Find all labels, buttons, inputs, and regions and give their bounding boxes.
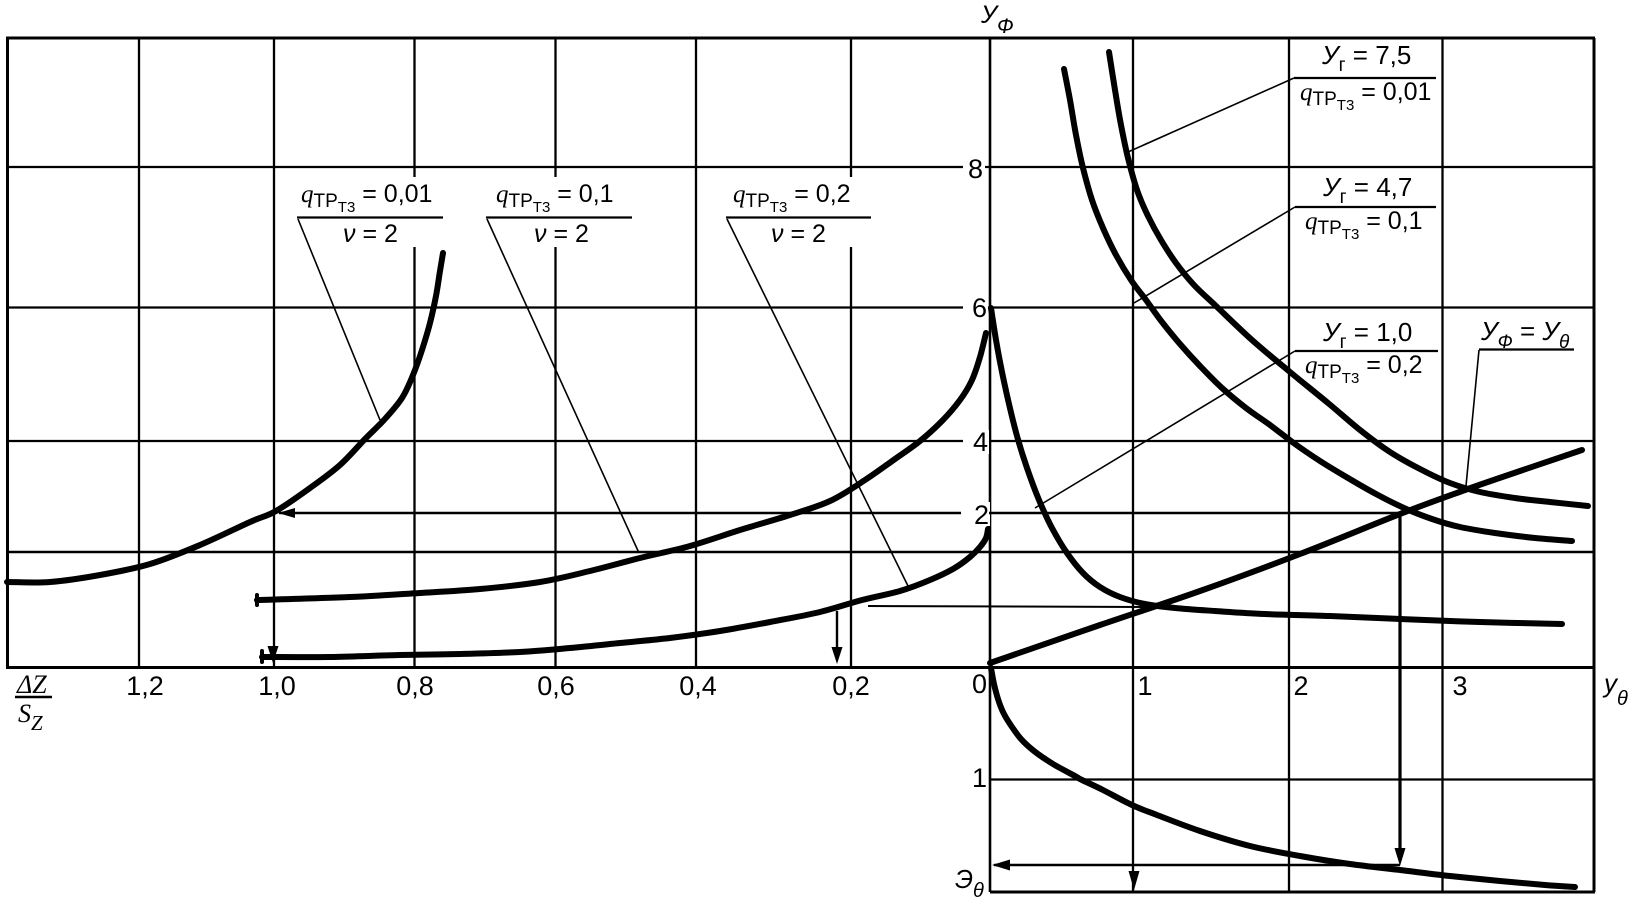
svg-text:qТРТ3 = 0,2: qТРТ3 = 0,2 [733,180,851,216]
svg-text:2: 2 [1293,671,1308,701]
svg-text:qТРТ3 = 0,1: qТРТ3 = 0,1 [1305,207,1423,243]
svg-text:2: 2 [974,500,989,530]
svg-text:УФ = Уθ: УФ = Уθ [1480,316,1570,353]
svg-text:1,0: 1,0 [258,671,296,701]
svg-text:Уг = 4,7: Уг = 4,7 [1322,172,1412,208]
svg-text:0,6: 0,6 [537,671,575,701]
svg-text:1: 1 [1137,671,1152,701]
svg-text:Уг = 1,0: Уг = 1,0 [1322,317,1412,353]
svg-text:0,8: 0,8 [396,671,434,701]
svg-text:0,4: 0,4 [679,671,717,701]
svg-text:3: 3 [1452,671,1467,701]
svg-text:1,2: 1,2 [126,671,164,701]
svg-text:4: 4 [973,427,988,457]
svg-text:qТРТ3 = 0,01: qТРТ3 = 0,01 [1300,78,1431,114]
svg-text:0: 0 [972,669,987,699]
svg-text:qТРТ3 = 0,01: qТРТ3 = 0,01 [301,180,432,216]
svg-text:qТРТ3 = 0,2: qТРТ3 = 0,2 [1305,351,1423,387]
svg-text:6: 6 [972,293,987,323]
svg-text:8: 8 [968,154,983,184]
svg-text:1: 1 [972,763,987,793]
svg-text:ΔZ: ΔZ [16,670,47,699]
svg-text:Уг = 7,5: Уг = 7,5 [1321,40,1411,76]
svg-text:ν = 2: ν = 2 [534,220,589,248]
svg-text:ν = 2: ν = 2 [771,220,826,248]
svg-text:0,2: 0,2 [832,671,870,701]
svg-text:ν = 2: ν = 2 [343,220,398,248]
svg-text:qТРТ3 = 0,1: qТРТ3 = 0,1 [496,180,614,216]
